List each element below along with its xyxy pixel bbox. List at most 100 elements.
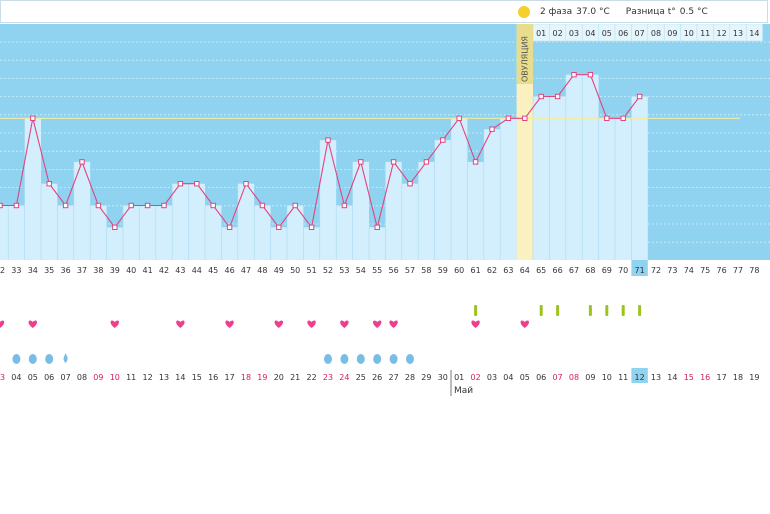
date-label: 03 bbox=[487, 373, 497, 382]
temperature-point bbox=[95, 202, 102, 209]
temperature-point bbox=[226, 224, 233, 231]
test-stick-icon bbox=[638, 305, 642, 316]
drop-icon bbox=[373, 354, 382, 364]
temperature-point bbox=[144, 202, 151, 209]
heart-icon bbox=[28, 320, 37, 328]
phase2-day-label: 04 bbox=[585, 29, 595, 38]
date-label: 10 bbox=[602, 373, 612, 382]
cycle-day-label: 65 bbox=[536, 266, 546, 275]
cycle-day-label: 61 bbox=[471, 266, 481, 275]
temperature-point bbox=[636, 93, 643, 100]
temp-bar bbox=[549, 96, 566, 260]
date-label: 26 bbox=[372, 373, 382, 382]
temp-bar bbox=[73, 161, 91, 260]
heart-icon bbox=[176, 320, 185, 328]
heart-icon bbox=[274, 320, 283, 328]
date-label: 15 bbox=[684, 373, 694, 382]
cycle-day-label: 44 bbox=[192, 266, 202, 275]
date-label: 27 bbox=[389, 373, 399, 382]
ovulation-band bbox=[516, 24, 533, 84]
cycle-day-label: 33 bbox=[11, 266, 21, 275]
cycle-day-label: 62 bbox=[487, 266, 497, 275]
cycle-day-label: 72 bbox=[651, 266, 661, 275]
temperature-point bbox=[538, 93, 544, 100]
temp-bar bbox=[352, 161, 369, 260]
temperature-point bbox=[194, 181, 200, 187]
temp-bar bbox=[270, 227, 287, 260]
temperature-point bbox=[407, 181, 413, 187]
cycle-day-label: 73 bbox=[667, 266, 677, 275]
drop-icon bbox=[28, 354, 37, 364]
cycle-day-label: 54 bbox=[356, 266, 366, 275]
date-label: 18 bbox=[241, 373, 251, 382]
cycle-day-label: 45 bbox=[208, 266, 218, 275]
temp-bar bbox=[139, 205, 156, 260]
date-label: 06 bbox=[536, 373, 546, 382]
phase2-day-label: 12 bbox=[717, 29, 727, 38]
cycle-day-label: 56 bbox=[389, 266, 399, 275]
date-label: 02 bbox=[471, 373, 481, 382]
cycle-day-label: 52 bbox=[323, 266, 333, 275]
date-label: 06 bbox=[44, 373, 54, 382]
drop-icon bbox=[63, 353, 68, 363]
temp-bar bbox=[467, 161, 484, 260]
cycle-day-label: 55 bbox=[372, 266, 382, 275]
test-stick-icon bbox=[588, 305, 592, 316]
cycle-day-label: 66 bbox=[553, 266, 563, 275]
temp-bar bbox=[500, 118, 517, 260]
test-stick-icon bbox=[539, 305, 543, 316]
temp-bar bbox=[565, 74, 583, 260]
temperature-point bbox=[423, 159, 430, 165]
heart-icon bbox=[520, 320, 529, 328]
date-label: 05 bbox=[28, 373, 38, 382]
cycle-day-label: 46 bbox=[225, 266, 235, 275]
temp-diff-value: 0.5 °C bbox=[679, 7, 708, 17]
temp-bar bbox=[155, 205, 173, 260]
temperature-point bbox=[587, 72, 594, 78]
phase2-day-label: 08 bbox=[651, 29, 661, 38]
phase2-day-label: 01 bbox=[536, 29, 546, 38]
cycle-day-label: 34 bbox=[28, 266, 38, 275]
cycle-day-label: 76 bbox=[717, 266, 727, 275]
temp-bar bbox=[205, 205, 222, 260]
date-label: 14 bbox=[175, 373, 185, 382]
heart-icon bbox=[307, 320, 316, 328]
temperature-line bbox=[0, 74, 641, 229]
cycle-day-label: 75 bbox=[700, 266, 710, 275]
phase-info: 2 фаза 37.0 °C Разница t° 0.5 °C bbox=[513, 1, 769, 23]
temperature-point bbox=[620, 115, 626, 121]
date-label: 10 bbox=[110, 373, 120, 382]
phase2-day-cell bbox=[745, 24, 763, 42]
temp-bar bbox=[598, 118, 615, 260]
date-label: 09 bbox=[585, 373, 595, 382]
cycle-day-label: 50 bbox=[290, 266, 300, 275]
date-label: 17 bbox=[717, 373, 727, 382]
heart-icon bbox=[373, 320, 382, 328]
drop-icon bbox=[12, 354, 21, 364]
date-label: 11 bbox=[618, 373, 628, 382]
test-stick-icon bbox=[621, 305, 625, 316]
temp-bar bbox=[483, 129, 501, 260]
cycle-day-label: 48 bbox=[257, 266, 267, 275]
heart-icon bbox=[0, 320, 5, 328]
heart-icon bbox=[340, 320, 349, 328]
date-label: 08 bbox=[569, 373, 579, 382]
date-label: 12 bbox=[635, 373, 645, 382]
temperature-point bbox=[112, 224, 118, 231]
date-label: 07 bbox=[61, 373, 71, 382]
cycle-day-label: 59 bbox=[438, 266, 448, 275]
date-label: 21 bbox=[290, 373, 300, 382]
temperature-point bbox=[374, 224, 380, 231]
phase2-day-label: 11 bbox=[700, 29, 710, 38]
cycle-day-label: 47 bbox=[241, 266, 251, 275]
temp-bar bbox=[385, 161, 402, 260]
temp-bar bbox=[287, 205, 304, 260]
test-stick-icon bbox=[474, 305, 478, 316]
temperature-point bbox=[292, 202, 298, 209]
temp-bar bbox=[24, 118, 41, 260]
temperature-point bbox=[161, 202, 167, 209]
phase2-day-label: 03 bbox=[569, 29, 579, 38]
sun-icon bbox=[518, 6, 530, 18]
cycle-day-label: 57 bbox=[405, 266, 415, 275]
cycle-day-label: 43 bbox=[175, 266, 185, 275]
